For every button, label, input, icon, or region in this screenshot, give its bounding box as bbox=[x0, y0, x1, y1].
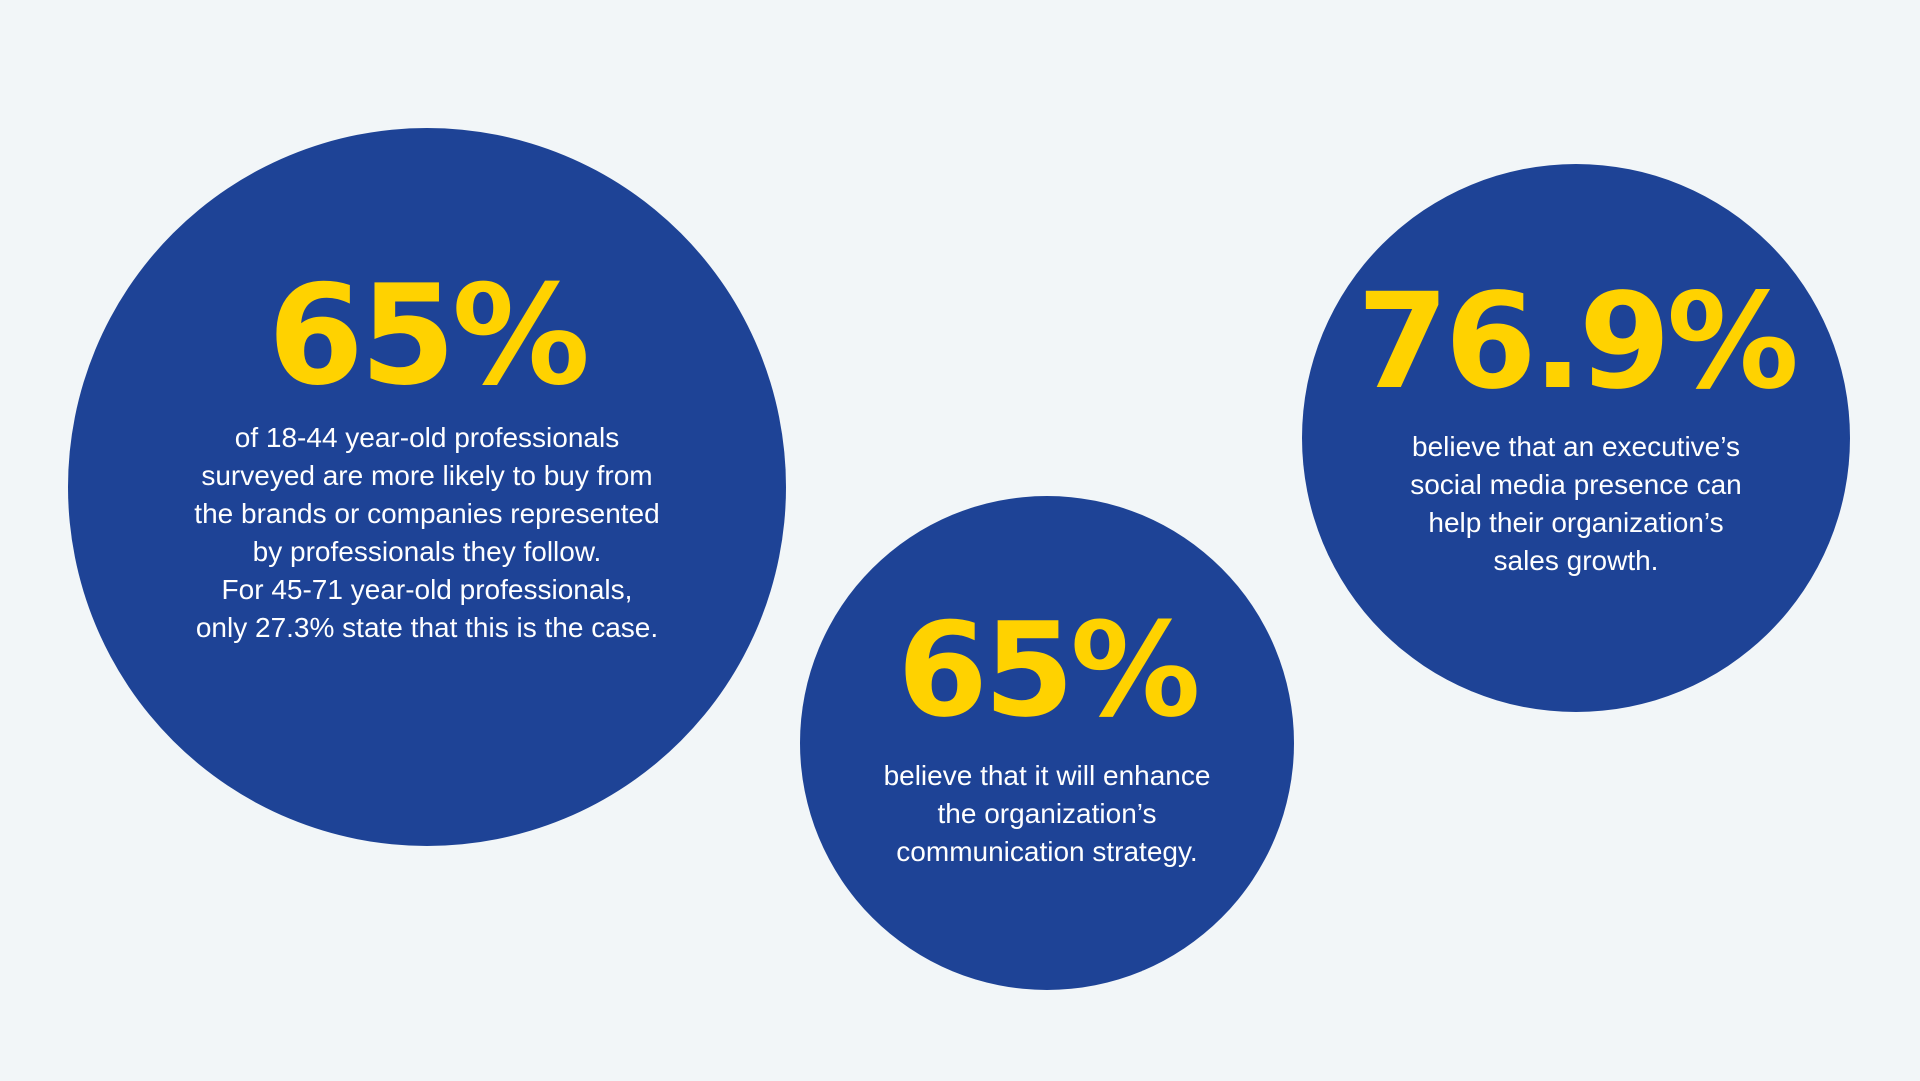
stat-description: believe that it will enhance the organiz… bbox=[883, 760, 1211, 867]
stat-description: of 18-44 year-old professionals surveyed… bbox=[194, 422, 660, 643]
stat-value: 76.9% bbox=[1357, 265, 1799, 419]
stat-circle-left: 65% of 18-44 year-old professionals surv… bbox=[68, 128, 786, 846]
stat-circle-middle: 65% believe that it will enhance the org… bbox=[800, 496, 1294, 990]
stat-value: 65% bbox=[897, 594, 1200, 746]
stat-description: believe that an executive’s social media… bbox=[1410, 431, 1742, 576]
stat-value: 65% bbox=[267, 255, 590, 416]
stat-circle-right: 76.9% believe that an executive’s social… bbox=[1302, 164, 1850, 712]
